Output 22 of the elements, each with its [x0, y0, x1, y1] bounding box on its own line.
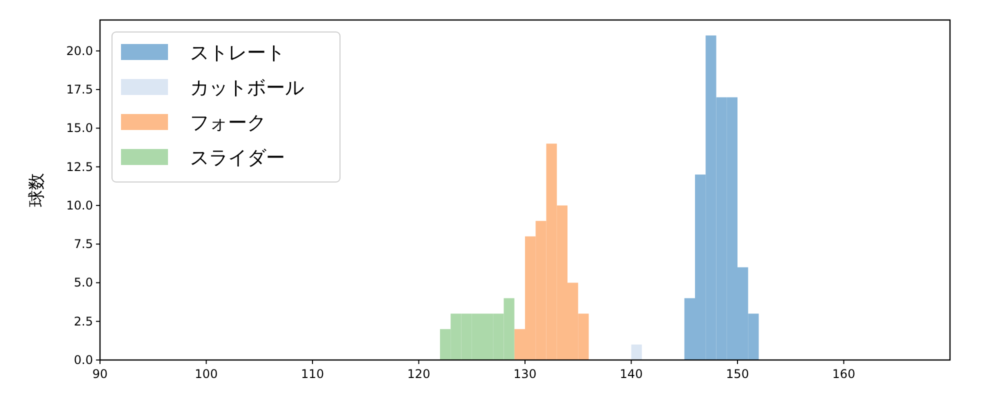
- x-tick-label: 90: [92, 367, 108, 381]
- y-tick-label: 15.0: [66, 121, 93, 136]
- x-tick-label: 130: [514, 367, 536, 381]
- y-tick-label: 10.0: [66, 198, 93, 212]
- x-tick-label: 140: [620, 367, 643, 381]
- y-tick-label: 2.5: [74, 314, 93, 328]
- x-tick-label: 160: [832, 367, 856, 381]
- y-tick-label: 17.5: [66, 82, 93, 97]
- y-tick-label: 5.0: [74, 276, 93, 290]
- legend-label: フォーク: [190, 112, 266, 134]
- x-tick-label: 120: [407, 367, 430, 381]
- y-tick-label: 7.5: [74, 237, 93, 252]
- legend-label: スライダー: [190, 147, 285, 169]
- y-tick-label: 12.5: [66, 160, 93, 174]
- y-axis-title: 球数: [27, 173, 47, 207]
- legend-label: カットボール: [190, 77, 304, 99]
- y-tick-label: 0.0: [74, 353, 93, 367]
- legend-label: ストレート: [190, 42, 285, 64]
- x-tick-label: 110: [301, 367, 324, 381]
- x-tick-label: 100: [194, 367, 218, 381]
- x-tick-label: 150: [726, 367, 749, 381]
- y-tick-label: 20.0: [66, 44, 93, 58]
